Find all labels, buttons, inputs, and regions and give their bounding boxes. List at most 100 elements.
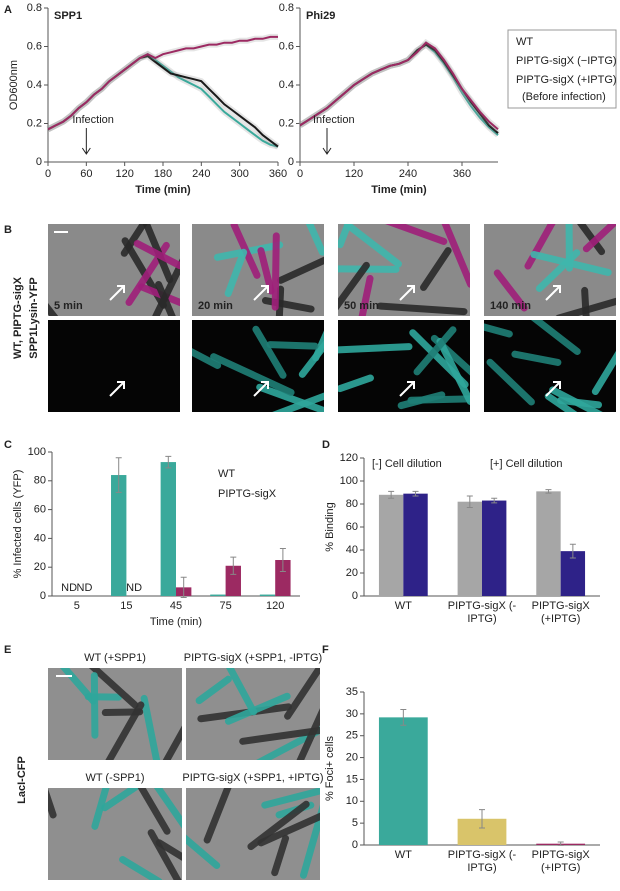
y-tick-label: 60 xyxy=(34,504,46,516)
y-tick-label: 40 xyxy=(34,532,46,544)
bar xyxy=(379,717,428,845)
bar xyxy=(482,501,506,596)
y-tick-label: 60 xyxy=(346,521,358,533)
x-tick-label: 120 xyxy=(242,600,308,613)
error-band xyxy=(48,56,278,147)
panel-label: B xyxy=(4,224,12,236)
x-tick-label: 0 xyxy=(45,168,51,180)
bar xyxy=(403,494,427,596)
x-tick-label: 120 xyxy=(345,168,363,180)
x-tick-label: 60 xyxy=(80,168,92,180)
y-tick-label: 35 xyxy=(346,686,358,698)
cell xyxy=(275,236,276,307)
y-tick-label: 0.8 xyxy=(279,2,294,14)
value-label: ND xyxy=(61,582,77,594)
x-tick-label: 300 xyxy=(230,168,248,180)
bar xyxy=(161,462,176,596)
x-tick-label: 0 xyxy=(297,168,303,180)
side-label: SPP1Lysin-YFP xyxy=(28,277,40,359)
x-tick-label: 240 xyxy=(192,168,210,180)
y-tick-label: 120 xyxy=(340,452,358,464)
y-tick-label: 10 xyxy=(346,795,358,807)
panel-label: D xyxy=(322,439,330,451)
y-tick-label: 80 xyxy=(346,498,358,510)
x-tick-label-box: PIPTG-sigX (+IPTG) xyxy=(513,849,608,886)
image-label: WT (-SPP1) xyxy=(85,772,144,784)
y-axis-label: % Foci+ cells xyxy=(324,735,336,801)
x-axis-label: Time (min) xyxy=(150,616,202,628)
y-tick-label: 0.4 xyxy=(279,79,294,91)
bar xyxy=(458,502,482,596)
image-label: WT (+SPP1) xyxy=(84,652,146,664)
x-tick-label: PIPTG-sigX (+IPTG) xyxy=(513,849,608,874)
y-tick-label: 20 xyxy=(34,561,46,573)
x-tick-label: 180 xyxy=(154,168,172,180)
value-label: ND xyxy=(126,582,142,594)
timepoint-label: 140 min xyxy=(490,300,531,312)
y-tick-label: 100 xyxy=(340,475,358,487)
micrograph xyxy=(48,320,180,412)
y-tick-label: 5 xyxy=(352,817,358,829)
y-tick-label: 20 xyxy=(346,567,358,579)
bar xyxy=(111,475,126,596)
annotation-arrow xyxy=(82,128,90,154)
panel-label: E xyxy=(4,644,11,656)
x-tick-label: PIPTG-sigX (+IPTG) xyxy=(513,600,608,625)
legend-entry: WT xyxy=(218,468,235,480)
x-tick-label: 360 xyxy=(269,168,287,180)
annotation: Infection xyxy=(72,114,114,126)
panel-label: A xyxy=(4,4,12,16)
legend-entry: WT xyxy=(516,36,533,48)
x-tick-label-box: PIPTG-sigX (+IPTG) xyxy=(513,600,608,640)
y-axis-label: % Infected cells (YFP) xyxy=(12,470,24,579)
x-axis-label: Time (min) xyxy=(371,184,427,196)
legend-entry: [+] Cell dilution xyxy=(490,458,562,470)
cell xyxy=(319,347,409,351)
y-axis-label: % Binding xyxy=(324,502,336,552)
timepoint-label: 5 min xyxy=(54,300,83,312)
legend-entry: PIPTG-sigX xyxy=(218,488,277,500)
y-tick-label: 0.6 xyxy=(27,40,42,52)
y-tick-label: 15 xyxy=(346,773,358,785)
annotation-arrow xyxy=(323,128,331,154)
x-tick-label: 360 xyxy=(453,168,471,180)
side-label: LacI-CFP xyxy=(16,756,28,804)
y-tick-label: 40 xyxy=(346,544,358,556)
y-tick-label: 0.2 xyxy=(27,117,42,129)
timepoint-label: 20 min xyxy=(198,300,233,312)
y-tick-label: 100 xyxy=(28,446,46,458)
chart-title: SPP1 xyxy=(54,10,82,22)
bar xyxy=(260,595,275,596)
value-label: ND xyxy=(77,582,93,594)
image-label: PIPTG-sigX (+SPP1, -IPTG) xyxy=(184,652,322,664)
bar xyxy=(379,495,403,596)
cell xyxy=(270,345,315,346)
y-tick-label: 0 xyxy=(36,156,42,168)
bar xyxy=(210,595,225,596)
annotation: Infection xyxy=(313,114,355,126)
panel-label: F xyxy=(322,644,329,656)
panel-label: C xyxy=(4,439,12,451)
y-axis-label: OD600nm xyxy=(8,60,20,110)
legend-entry: PIPTG-sigX (+IPTG) xyxy=(516,74,617,86)
y-tick-label: 0.4 xyxy=(27,79,42,91)
y-tick-label: 0 xyxy=(288,156,294,168)
chart-title: Phi29 xyxy=(306,10,335,22)
cell xyxy=(94,676,95,736)
y-tick-label: 30 xyxy=(346,708,358,720)
legend-note: (Before infection) xyxy=(522,91,606,103)
y-tick-label: 0.6 xyxy=(279,40,294,52)
image-label: PIPTG-sigX (+SPP1, +IPTG) xyxy=(182,772,323,784)
legend-entry: [-] Cell dilution xyxy=(372,458,442,470)
x-tick-label-box: 120 xyxy=(242,600,308,640)
y-tick-label: 80 xyxy=(34,475,46,487)
y-tick-label: 0.8 xyxy=(27,2,42,14)
legend-entry: PIPTG-sigX (−IPTG) xyxy=(516,55,617,67)
x-axis-label: Time (min) xyxy=(135,184,191,196)
side-label: WT, PIPTG-sigX xyxy=(12,276,24,359)
x-tick-label: 120 xyxy=(115,168,133,180)
x-tick-label: 240 xyxy=(399,168,417,180)
y-tick-label: 20 xyxy=(346,751,358,763)
bar xyxy=(536,491,560,596)
